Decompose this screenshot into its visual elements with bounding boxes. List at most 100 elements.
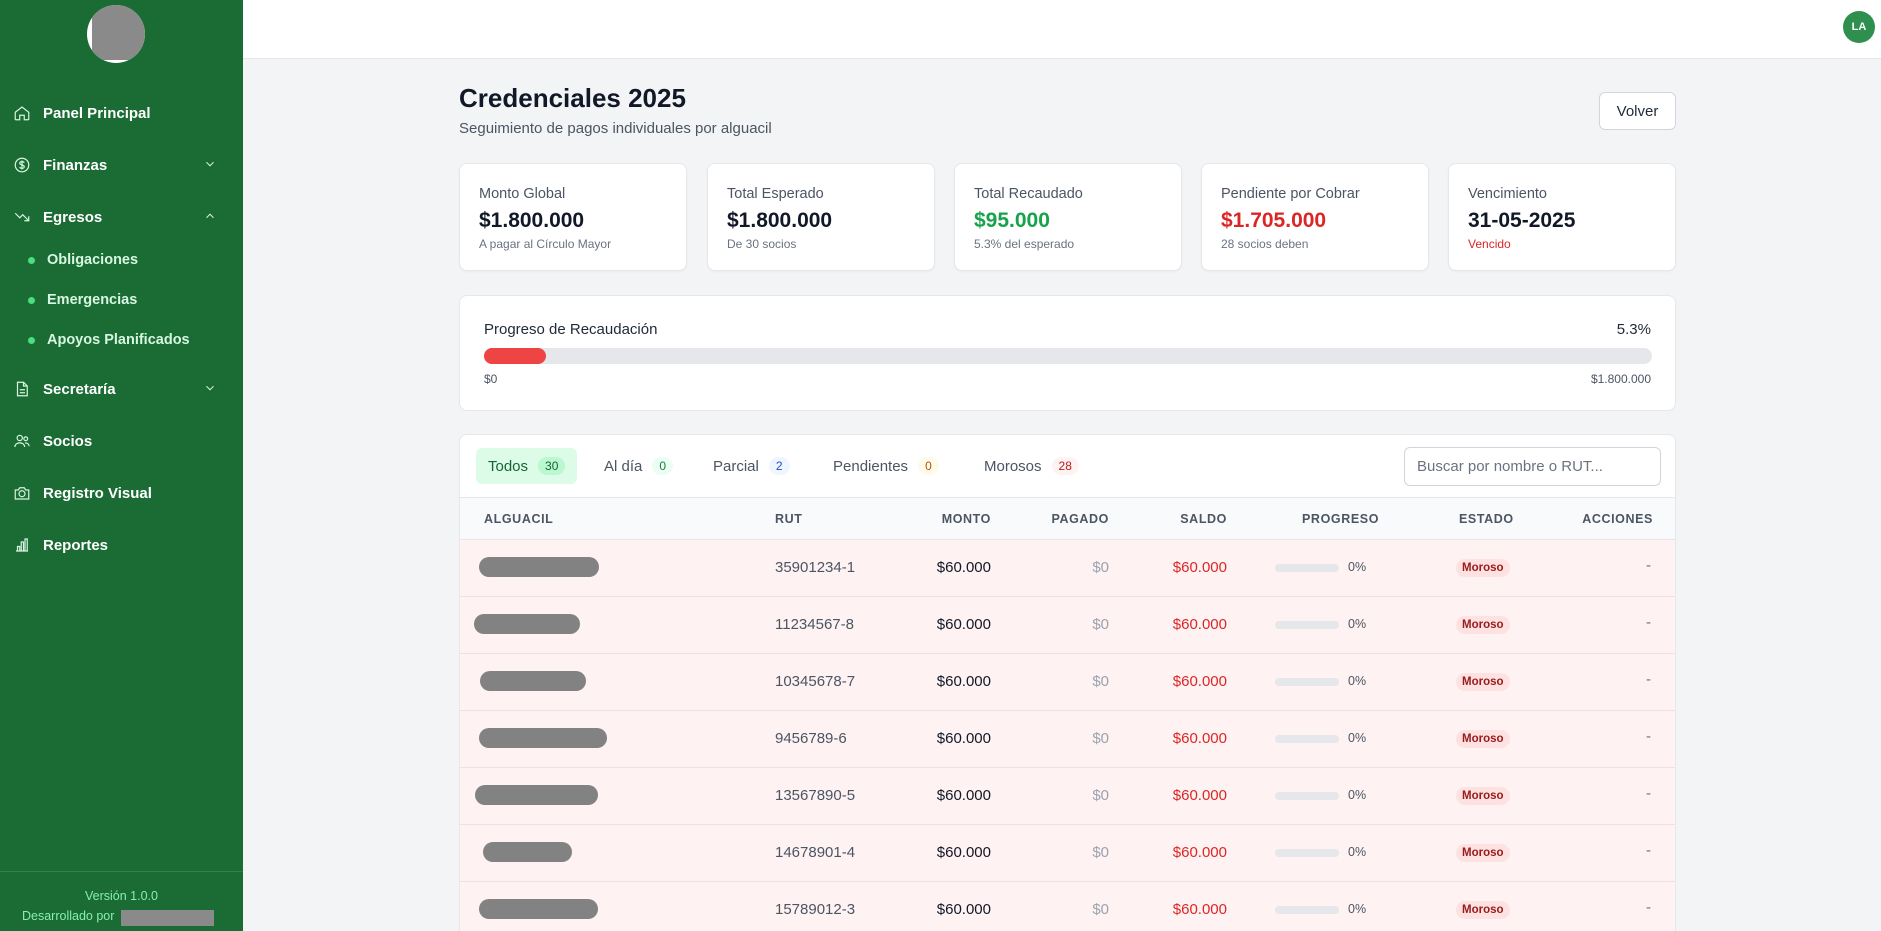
bullet-dot-icon	[28, 296, 35, 304]
back-button[interactable]: Volver	[1599, 92, 1676, 130]
progress-percent: 5.3%	[1616, 321, 1651, 338]
row-progress-percent: 0%	[1348, 731, 1367, 745]
tab-label: Morosos	[984, 457, 1042, 475]
sidebar: Panel Principal Finanzas Egresos Obligac…	[0, 0, 243, 931]
sidebar-subitem-apoyos-planificados[interactable]: Apoyos Planificados	[0, 325, 243, 355]
column-header-saldo[interactable]: SALDO	[1180, 512, 1227, 526]
row-actions: -	[1646, 842, 1651, 859]
sidebar-subitem-obligaciones[interactable]: Obligaciones	[0, 245, 243, 275]
table-row[interactable]: 14678901-4 $60.000 $0 $60.000 0% Moroso -	[460, 825, 1675, 882]
alguacil-name-redaction	[479, 899, 598, 919]
row-actions: -	[1646, 557, 1651, 574]
bar-chart-icon	[12, 535, 32, 555]
sidebar-subitem-label: Emergencias	[47, 292, 138, 308]
sidebar-item-label: Panel Principal	[43, 104, 151, 122]
monto-cell: $60.000	[936, 787, 991, 804]
status-badge: Moroso	[1456, 844, 1510, 862]
table-row[interactable]: 15789012-3 $60.000 $0 $60.000 0% Moroso -	[460, 882, 1675, 931]
sidebar-subitem-label: Apoyos Planificados	[47, 332, 190, 348]
row-progress-bar	[1275, 849, 1339, 857]
row-progress-bar	[1275, 678, 1339, 686]
pagado-cell: $0	[1092, 901, 1109, 918]
saldo-cell: $60.000	[1172, 559, 1227, 576]
monto-cell: $60.000	[936, 844, 991, 861]
logo-redaction	[92, 5, 145, 60]
row-progress-percent: 0%	[1348, 560, 1367, 574]
column-header-estado[interactable]: ESTADO	[1459, 512, 1514, 526]
sidebar-item-label: Reportes	[43, 536, 109, 554]
tab-todos[interactable]: Todos 30	[476, 448, 578, 484]
home-icon	[12, 103, 32, 123]
sidebar-footer: Versión 1.0.0 Desarrollado por	[0, 871, 243, 931]
pagado-cell: $0	[1092, 616, 1109, 633]
status-badge: Moroso	[1456, 673, 1510, 691]
rut-cell: 15789012-3	[775, 901, 856, 918]
rut-cell: 10345678-7	[775, 673, 856, 690]
row-progress-bar	[1275, 735, 1339, 743]
monto-cell: $60.000	[936, 559, 991, 576]
row-actions: -	[1646, 671, 1651, 688]
alguacil-name-redaction	[475, 785, 598, 805]
column-header-acciones: ACCIONES	[1582, 512, 1653, 526]
table-row[interactable]: 13567890-5 $60.000 $0 $60.000 0% Moroso -	[460, 768, 1675, 825]
column-header-progreso[interactable]: PROGRESO	[1302, 512, 1380, 526]
pagado-cell: $0	[1092, 787, 1109, 804]
collection-progress-panel: Progreso de Recaudación 5.3% $0 $1.800.0…	[459, 295, 1676, 411]
rut-cell: 35901234-1	[775, 559, 856, 576]
sidebar-item-egresos[interactable]: Egresos	[0, 197, 243, 237]
row-progress-percent: 0%	[1348, 674, 1367, 688]
sidebar-subitem-emergencias[interactable]: Emergencias	[0, 285, 243, 315]
tab-label: Todos	[488, 457, 529, 475]
sidebar-item-reportes[interactable]: Reportes	[0, 525, 243, 565]
sidebar-item-label: Registro Visual	[43, 484, 152, 502]
table-row[interactable]: 9456789-6 $60.000 $0 $60.000 0% Moroso -	[460, 711, 1675, 768]
tab-parcial[interactable]: Parcial 2	[701, 448, 802, 484]
sidebar-item-finanzas[interactable]: Finanzas	[0, 145, 243, 185]
status-badge: Moroso	[1456, 559, 1510, 577]
sidebar-item-secretaria[interactable]: Secretaría	[0, 369, 243, 409]
chevron-down-icon	[203, 157, 219, 173]
stat-label: Total Recaudado	[974, 186, 1083, 202]
saldo-cell: $60.000	[1172, 901, 1227, 918]
logo	[87, 5, 145, 63]
row-progress-percent: 0%	[1348, 845, 1367, 859]
tab-al-dia[interactable]: Al día 0	[592, 448, 685, 484]
row-progress-bar	[1275, 792, 1339, 800]
row-actions: -	[1646, 785, 1651, 802]
stat-value: 31-05-2025	[1468, 209, 1576, 232]
rut-cell: 14678901-4	[775, 844, 856, 861]
sidebar-item-socios[interactable]: Socios	[0, 421, 243, 461]
tab-morosos[interactable]: Morosos 28	[972, 448, 1091, 484]
table-row[interactable]: 35901234-1 $60.000 $0 $60.000 0% Moroso -	[460, 540, 1675, 597]
tab-pendientes[interactable]: Pendientes 0	[821, 448, 951, 484]
stat-label: Vencimiento	[1468, 186, 1547, 202]
column-header-rut[interactable]: RUT	[775, 512, 803, 526]
table-row[interactable]: 11234567-8 $60.000 $0 $60.000 0% Moroso -	[460, 597, 1675, 654]
row-progress-percent: 0%	[1348, 788, 1367, 802]
column-header-monto[interactable]: MONTO	[941, 512, 991, 526]
sidebar-item-panel-principal[interactable]: Panel Principal	[0, 93, 243, 133]
developed-by-label: Desarrollado por	[22, 909, 115, 923]
pagado-cell: $0	[1092, 559, 1109, 576]
stat-card-monto-global: Monto Global $1.800.000 A pagar al Círcu…	[459, 163, 687, 271]
stat-card-total-esperado: Total Esperado $1.800.000 De 30 socios	[707, 163, 935, 271]
column-header-alguacil[interactable]: ALGUACIL	[484, 512, 554, 526]
alguacil-name-redaction	[480, 671, 586, 691]
sidebar-item-label: Socios	[43, 432, 93, 450]
monto-cell: $60.000	[936, 673, 991, 690]
stat-value: $95.000	[974, 209, 1050, 232]
avatar[interactable]: LA	[1843, 11, 1875, 43]
column-header-pagado[interactable]: PAGADO	[1051, 512, 1109, 526]
sidebar-item-label: Finanzas	[43, 156, 108, 174]
progress-min-label: $0	[484, 372, 498, 386]
table-row[interactable]: 10345678-7 $60.000 $0 $60.000 0% Moroso -	[460, 654, 1675, 711]
progress-max-label: $1.800.000	[1590, 372, 1651, 386]
sidebar-item-registro-visual[interactable]: Registro Visual	[0, 473, 243, 513]
search-input[interactable]	[1404, 447, 1661, 486]
stat-value: $1.800.000	[479, 209, 585, 232]
sidebar-subitem-label: Obligaciones	[47, 252, 139, 268]
table-header: ALGUACIL RUT MONTO PAGADO SALDO PROGRESO…	[460, 497, 1675, 540]
pagado-cell: $0	[1092, 730, 1109, 747]
rut-cell: 13567890-5	[775, 787, 856, 804]
saldo-cell: $60.000	[1172, 616, 1227, 633]
